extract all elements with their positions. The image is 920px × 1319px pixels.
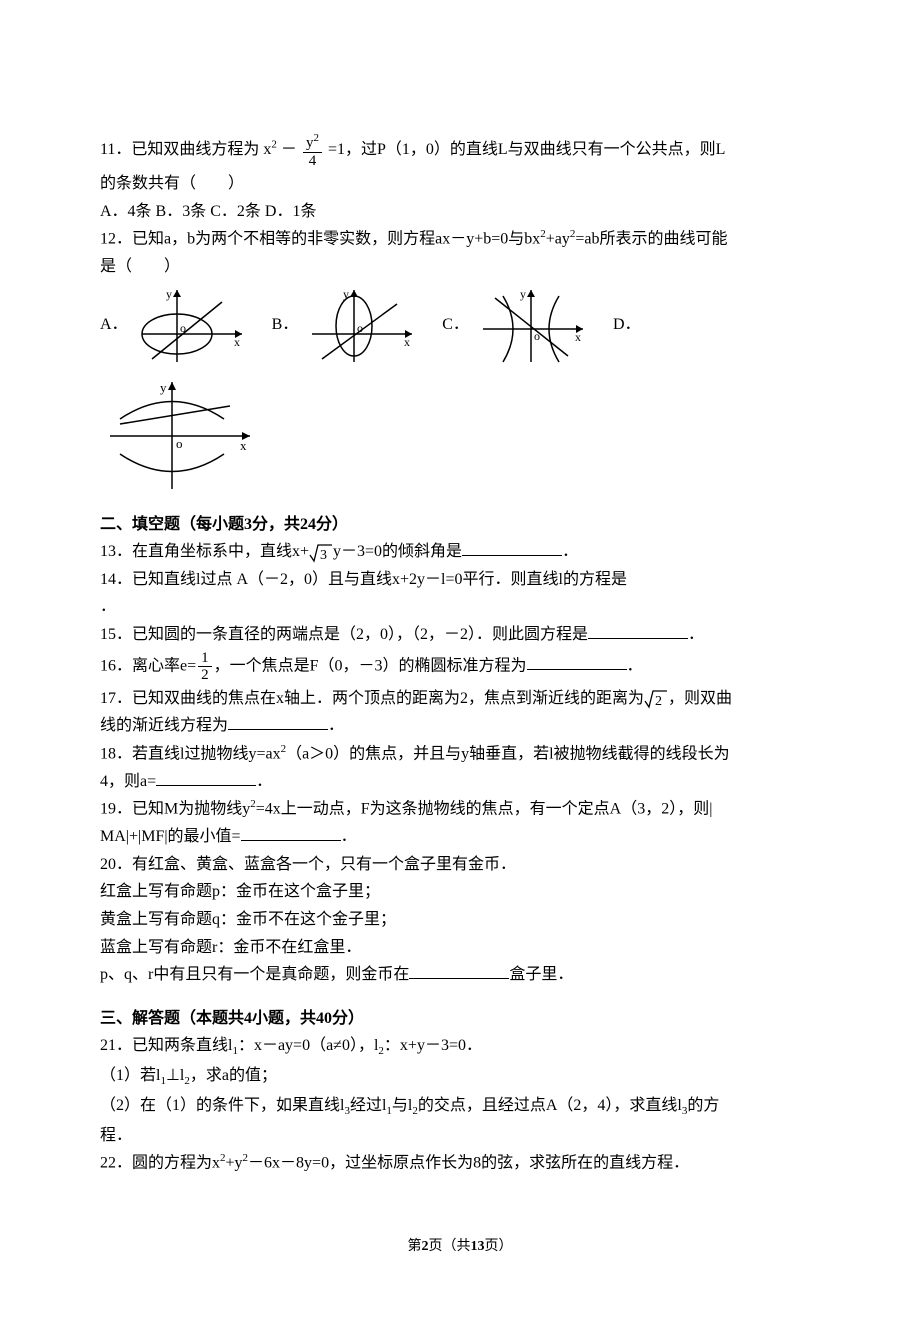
- q19-b: MA|+|MF|的最小值=．: [100, 824, 820, 850]
- q20-e: p、q、r中有且只有一个是真命题，则金币在盒子里．: [100, 962, 820, 988]
- q12-optD-label: D．: [613, 312, 641, 338]
- q13: 13．在直角坐标系中，直线x+3y－3=0的倾斜角是．: [100, 539, 820, 565]
- q14-a: 14．已知直线l过点 A（－2，0）且与直线x+2y－l=0平行．则直线l的方程…: [100, 567, 820, 593]
- section3-title: 三、解答题（本题共4小题，共40分）: [100, 1006, 820, 1032]
- q12-figC: o x y: [473, 284, 593, 366]
- blank: [156, 769, 256, 786]
- sqrt-icon: 2: [644, 689, 668, 709]
- q20-d: 蓝盒上写有命题r：金币不在红盒里．: [100, 935, 820, 961]
- svg-text:o: o: [180, 321, 186, 335]
- q21-a: 21．已知两条直线l1：x－ay=0（a≠0），l2：x+y－3=0．: [100, 1033, 820, 1061]
- q16: 16．离心率e=12，一个焦点是F（0，－3）的椭圆标准方程为．: [100, 650, 820, 684]
- q12-optC-label: C．: [442, 312, 469, 338]
- q15: 15．已知圆的一条直径的两端点是（2，0），（2，－2）．则此圆方程是．: [100, 622, 820, 648]
- svg-text:x: x: [575, 330, 581, 344]
- q12-options-row1: A． o x y B． o x y C． o x y D．: [100, 284, 820, 366]
- q16-frac: 12: [198, 650, 212, 684]
- svg-text:y: y: [520, 287, 526, 301]
- svg-text:y: y: [343, 287, 349, 301]
- q22: 22．圆的方程为x2+y2－6x－8y=0，过坐标原点作长为8的弦，求弦所在的直…: [100, 1150, 820, 1176]
- q12-line2: 是（ ）: [100, 254, 820, 280]
- blank: [228, 713, 328, 730]
- q18-b: 4，则a=．: [100, 769, 820, 795]
- blank: [241, 824, 341, 841]
- q11-line2: 的条数共有（ ）: [100, 171, 820, 197]
- q12-figD: o x y: [100, 374, 260, 494]
- svg-text:y: y: [166, 287, 172, 301]
- section2-title: 二、填空题（每小题3分，共24分）: [100, 512, 820, 538]
- q17-b: 线的渐近线方程为．: [100, 713, 820, 739]
- q18-a: 18．若直线l过抛物线y=ax2（a＞0）的焦点，并且与y轴垂直，若l被抛物线截…: [100, 741, 820, 767]
- svg-text:3: 3: [320, 548, 327, 563]
- q17-a: 17．已知双曲线的焦点在x轴上．两个顶点的距离为2，焦点到渐近线的距离为2，则双…: [100, 686, 820, 712]
- svg-text:x: x: [240, 438, 247, 453]
- sqrt-icon: 3: [309, 543, 333, 563]
- svg-text:x: x: [234, 335, 240, 349]
- q12-figA: o x y: [132, 284, 252, 366]
- svg-text:o: o: [357, 321, 363, 335]
- q12-optA-label: A．: [100, 312, 128, 338]
- svg-text:2: 2: [655, 694, 662, 709]
- q11-opts: A．4条 B．3条 C．2条 D．1条: [100, 199, 820, 225]
- q12-optB-label: B．: [272, 312, 299, 338]
- q11-stem-rest: =1，过P（1，0）的直线L与双曲线只有一个公共点，则L: [328, 141, 725, 158]
- q12-options-row2: o x y: [100, 374, 820, 494]
- blank: [409, 962, 509, 979]
- q20-a: 20．有红盒、黄盒、蓝盒各一个，只有一个盒子里有金币．: [100, 852, 820, 878]
- blank: [462, 539, 562, 556]
- q11-frac: y2 4: [303, 132, 322, 169]
- q14-b: ．: [100, 594, 820, 620]
- q12-figB: o x y: [302, 284, 422, 366]
- svg-text:y: y: [160, 380, 167, 395]
- q21-b: （1）若l1⊥l2，求a的值；: [100, 1063, 820, 1091]
- q20-c: 黄盒上写有命题q：金币不在这个金子里；: [100, 907, 820, 933]
- page-footer: 第2页（共13页）: [100, 1236, 820, 1258]
- svg-text:x: x: [404, 335, 410, 349]
- q11-line1: 11．已知双曲线方程为 x2 － y2 4 =1，过P（1，0）的直线L与双曲线…: [100, 132, 820, 169]
- svg-text:o: o: [176, 436, 183, 451]
- blank: [588, 622, 688, 639]
- q11-eq: x2 － y2 4: [263, 141, 328, 158]
- q21-d: 程．: [100, 1123, 820, 1149]
- q11-stem-a: 11．已知双曲线方程为: [100, 141, 259, 158]
- q12-line1: 12．已知a，b为两个不相等的非零实数，则方程ax－y+b=0与bx2+ay2=…: [100, 226, 820, 252]
- q20-b: 红盒上写有命题p：金币在这个盒子里；: [100, 879, 820, 905]
- q21-c: （2）在（1）的条件下，如果直线l3经过l1与l2的交点，且经过点A（2，4），…: [100, 1093, 820, 1121]
- svg-text:o: o: [534, 329, 540, 343]
- blank: [527, 653, 627, 670]
- q19-a: 19．已知M为抛物线y2=4x上一动点，F为这条抛物线的焦点，有一个定点A（3，…: [100, 796, 820, 822]
